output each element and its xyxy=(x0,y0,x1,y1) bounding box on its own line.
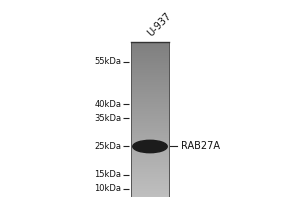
Ellipse shape xyxy=(133,140,167,153)
Text: 35kDa: 35kDa xyxy=(94,114,121,123)
Text: 40kDa: 40kDa xyxy=(94,100,121,109)
Text: U-937: U-937 xyxy=(146,10,173,38)
Text: 10kDa: 10kDa xyxy=(94,184,121,193)
Text: RAB27A: RAB27A xyxy=(181,141,220,151)
Text: 55kDa: 55kDa xyxy=(94,57,121,66)
Text: 15kDa: 15kDa xyxy=(94,170,121,179)
Text: 25kDa: 25kDa xyxy=(94,142,121,151)
